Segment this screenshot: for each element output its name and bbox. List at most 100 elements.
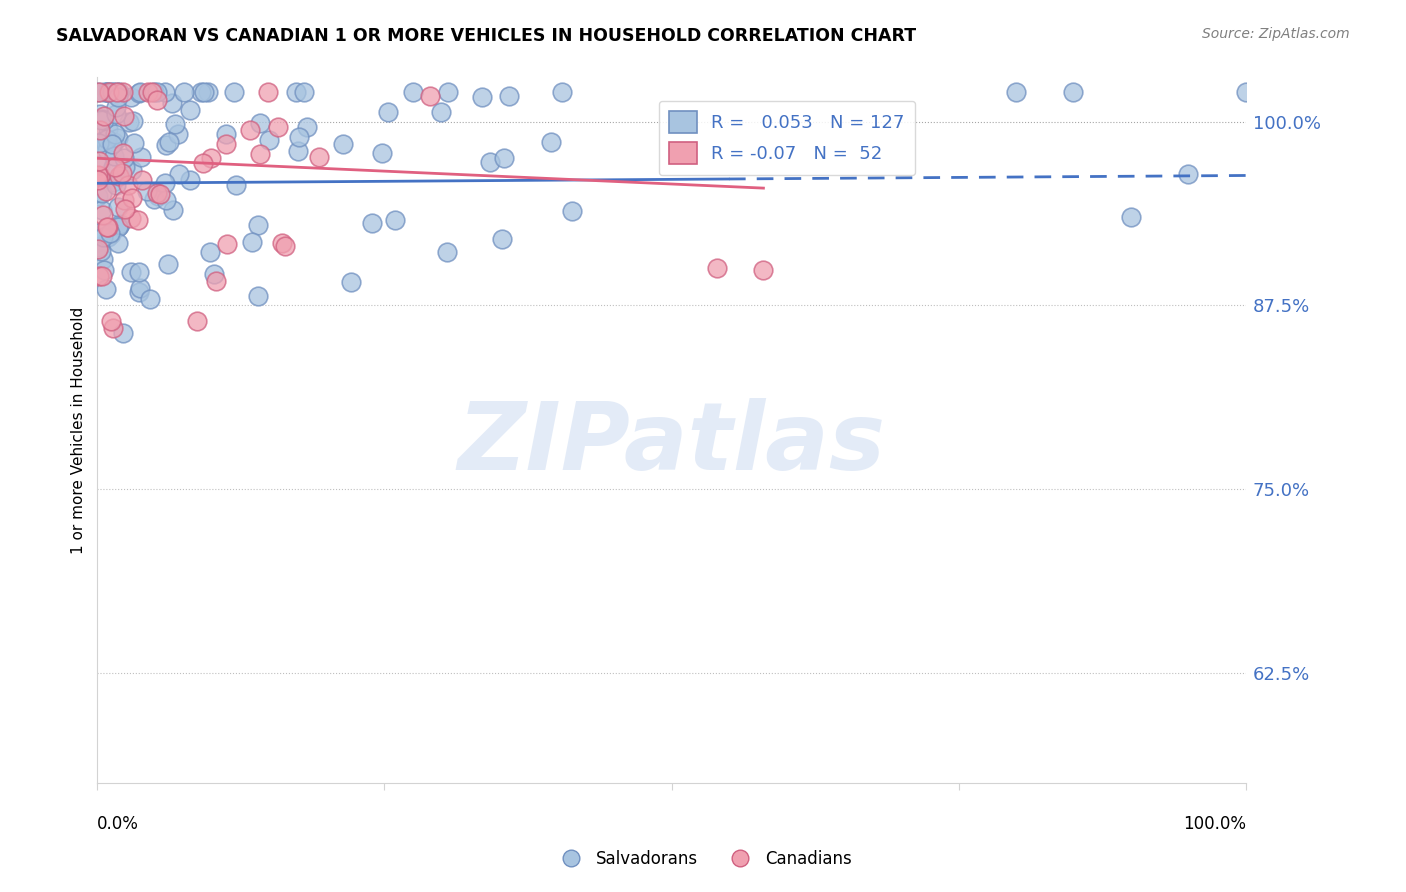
Canadians xyxy=(104,160,127,174)
Canadians xyxy=(141,85,163,99)
Salvadorans xyxy=(370,145,392,160)
Salvadorans xyxy=(222,85,245,99)
Salvadorans xyxy=(87,85,110,99)
Salvadorans xyxy=(153,176,176,190)
Salvadorans xyxy=(551,85,574,99)
Salvadorans xyxy=(247,219,270,233)
Salvadorans xyxy=(122,114,145,128)
Salvadorans xyxy=(107,130,129,145)
Salvadorans xyxy=(91,230,114,244)
Text: ZIPatlas: ZIPatlas xyxy=(457,399,886,491)
Salvadorans xyxy=(105,85,128,99)
Salvadorans xyxy=(1005,85,1028,99)
Salvadorans xyxy=(120,90,142,104)
Salvadorans xyxy=(107,85,129,99)
Canadians xyxy=(752,263,775,277)
Canadians xyxy=(249,147,271,161)
Salvadorans xyxy=(108,219,131,233)
Salvadorans xyxy=(90,112,112,127)
Canadians xyxy=(131,173,153,187)
Salvadorans xyxy=(118,114,141,128)
Canadians xyxy=(97,219,120,234)
Canadians xyxy=(308,151,330,165)
Salvadorans xyxy=(1119,210,1142,224)
Salvadorans xyxy=(259,133,281,147)
Salvadorans xyxy=(285,85,308,99)
Salvadorans xyxy=(104,107,127,121)
Canadians xyxy=(267,120,290,134)
Salvadorans xyxy=(128,86,150,100)
Salvadorans xyxy=(112,151,135,165)
Salvadorans xyxy=(128,265,150,279)
Salvadorans xyxy=(430,105,453,120)
Canadians xyxy=(215,237,238,252)
Canadians xyxy=(100,314,122,328)
Y-axis label: 1 or more Vehicles in Household: 1 or more Vehicles in Household xyxy=(72,307,86,554)
Salvadorans xyxy=(160,95,183,110)
Salvadorans xyxy=(114,160,136,174)
Salvadorans xyxy=(198,245,221,260)
Salvadorans xyxy=(91,252,114,266)
Salvadorans xyxy=(377,104,399,119)
Salvadorans xyxy=(129,85,152,99)
Salvadorans xyxy=(246,289,269,303)
Canadians xyxy=(112,193,135,207)
Salvadorans xyxy=(128,280,150,294)
Salvadorans xyxy=(96,143,118,157)
Canadians xyxy=(87,242,110,256)
Salvadorans xyxy=(96,132,118,146)
Text: SALVADORAN VS CANADIAN 1 OR MORE VEHICLES IN HOUSEHOLD CORRELATION CHART: SALVADORAN VS CANADIAN 1 OR MORE VEHICLE… xyxy=(56,27,917,45)
Salvadorans xyxy=(101,85,124,99)
Canadians xyxy=(94,184,117,198)
Canadians xyxy=(108,169,131,184)
Salvadorans xyxy=(90,225,112,239)
Salvadorans xyxy=(478,155,501,169)
Salvadorans xyxy=(103,135,125,149)
Salvadorans xyxy=(360,216,382,230)
Canadians xyxy=(136,85,159,99)
Canadians xyxy=(257,85,280,99)
Salvadorans xyxy=(162,203,184,218)
Salvadorans xyxy=(100,227,122,241)
Legend: Salvadorans, Canadians: Salvadorans, Canadians xyxy=(548,844,858,875)
Salvadorans xyxy=(91,202,114,217)
Salvadorans xyxy=(1177,167,1199,181)
Salvadorans xyxy=(103,174,125,188)
Salvadorans xyxy=(197,85,219,99)
Salvadorans xyxy=(128,285,150,299)
Text: 0.0%: 0.0% xyxy=(97,815,139,833)
Salvadorans xyxy=(494,151,516,165)
Salvadorans xyxy=(193,85,215,99)
Canadians xyxy=(96,219,118,234)
Salvadorans xyxy=(104,127,127,141)
Salvadorans xyxy=(94,132,117,146)
Salvadorans xyxy=(155,85,177,99)
Salvadorans xyxy=(104,100,127,114)
Salvadorans xyxy=(97,85,120,99)
Salvadorans xyxy=(103,149,125,163)
Salvadorans xyxy=(436,85,458,99)
Canadians xyxy=(89,85,111,99)
Salvadorans xyxy=(121,162,143,177)
Canadians xyxy=(87,268,110,283)
Salvadorans xyxy=(90,244,112,259)
Canadians xyxy=(111,166,134,180)
Salvadorans xyxy=(156,257,179,271)
Salvadorans xyxy=(94,135,117,149)
Salvadorans xyxy=(436,244,458,259)
Salvadorans xyxy=(142,192,165,206)
Canadians xyxy=(87,168,110,182)
Salvadorans xyxy=(249,116,271,130)
Canadians xyxy=(186,313,208,327)
Salvadorans xyxy=(87,239,110,253)
Salvadorans xyxy=(90,112,112,127)
Salvadorans xyxy=(146,189,169,203)
Canadians xyxy=(274,239,297,253)
Canadians xyxy=(112,109,135,123)
Salvadorans xyxy=(93,112,115,127)
Salvadorans xyxy=(90,186,112,201)
Canadians xyxy=(87,172,110,186)
Canadians xyxy=(114,202,136,216)
Salvadorans xyxy=(340,275,363,289)
Salvadorans xyxy=(139,292,162,306)
